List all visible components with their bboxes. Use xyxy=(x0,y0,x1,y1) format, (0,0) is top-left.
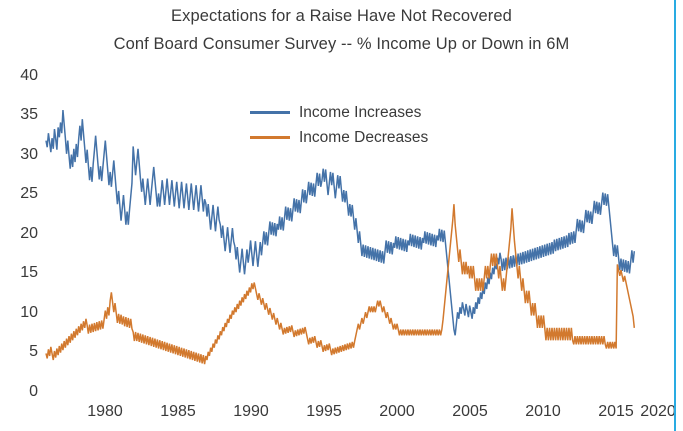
y-tick-label-30: 30 xyxy=(20,146,38,163)
series-line-income-increases xyxy=(45,110,636,336)
series-line-income-decreases xyxy=(45,204,636,365)
y-tick-label-25: 25 xyxy=(20,185,38,202)
y-tick-label-0: 0 xyxy=(29,383,38,400)
legend-swatch-income-increases xyxy=(250,111,290,114)
legend-item-income-decreases: Income Decreases xyxy=(250,125,480,150)
legend-item-income-increases: Income Increases xyxy=(250,100,480,125)
x-tick-label-2000: 2000 xyxy=(379,403,415,420)
chart-title-primary: Expectations for a Raise Have Not Recove… xyxy=(171,7,512,25)
y-tick-label-5: 5 xyxy=(29,343,38,360)
y-tick-label-40: 40 xyxy=(20,67,38,84)
chart-title-block: Expectations for a Raise Have Not Recove… xyxy=(0,4,683,52)
x-tick-label-1990: 1990 xyxy=(233,403,269,420)
plot-area xyxy=(45,68,675,398)
x-tick-label-1980: 1980 xyxy=(87,403,123,420)
chart-legend: Income Increases Income Decreases xyxy=(250,100,480,150)
legend-swatch-income-decreases xyxy=(250,136,290,139)
x-tick-label-2020: 2020 xyxy=(640,403,676,420)
y-tick-label-35: 35 xyxy=(20,106,38,123)
y-tick-label-15: 15 xyxy=(20,264,38,281)
legend-label-income-decreases: Income Decreases xyxy=(299,128,429,146)
x-tick-label-1985: 1985 xyxy=(160,403,196,420)
chart-title-secondary: Conf Board Consumer Survey -- % Income U… xyxy=(113,34,570,53)
x-tick-label-2010: 2010 xyxy=(525,403,561,420)
legend-label-income-increases: Income Increases xyxy=(299,103,422,121)
x-tick-label-1995: 1995 xyxy=(306,403,342,420)
plot-canvas xyxy=(45,110,636,365)
right-edge-border xyxy=(674,0,676,431)
y-tick-label-20: 20 xyxy=(20,225,38,242)
x-tick-label-2005: 2005 xyxy=(452,403,488,420)
y-tick-label-10: 10 xyxy=(20,304,38,321)
x-tick-label-2015: 2015 xyxy=(598,403,634,420)
